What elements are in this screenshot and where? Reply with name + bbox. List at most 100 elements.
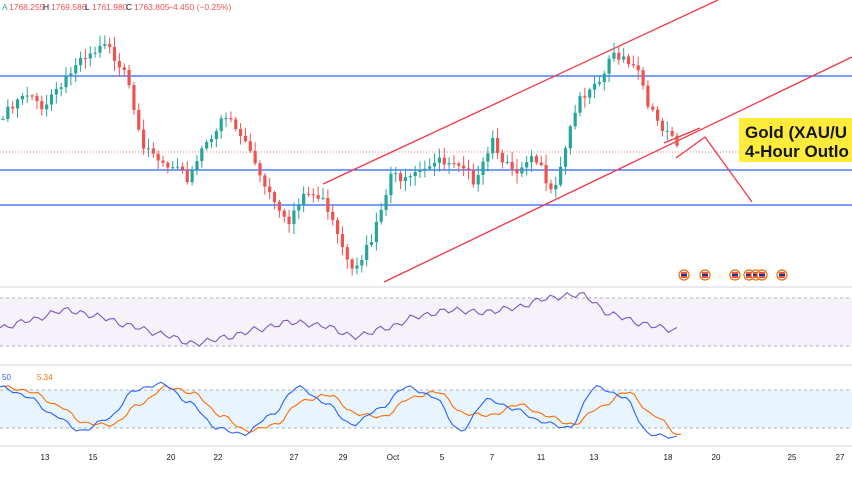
- candle-body[interactable]: [670, 130, 674, 136]
- candle-body[interactable]: [234, 119, 238, 130]
- candle-body[interactable]: [287, 216, 291, 225]
- candle-body[interactable]: [641, 70, 645, 86]
- candle-body[interactable]: [20, 95, 24, 100]
- candle-body[interactable]: [302, 193, 306, 206]
- candle-body[interactable]: [413, 171, 417, 177]
- candle-body[interactable]: [457, 163, 461, 166]
- candle-body[interactable]: [617, 52, 621, 60]
- candle-body[interactable]: [190, 169, 194, 183]
- candle-body[interactable]: [675, 135, 679, 146]
- candle-body[interactable]: [539, 162, 543, 166]
- candle-body[interactable]: [365, 244, 369, 261]
- candle-body[interactable]: [389, 173, 393, 196]
- candle-body[interactable]: [74, 65, 78, 74]
- candle-body[interactable]: [447, 163, 451, 165]
- candle-body[interactable]: [360, 260, 364, 266]
- candle-body[interactable]: [534, 156, 538, 163]
- candle-body[interactable]: [200, 148, 204, 162]
- candle-body[interactable]: [437, 157, 442, 163]
- candle-body[interactable]: [161, 160, 165, 163]
- candle-body[interactable]: [369, 242, 374, 245]
- candle-body[interactable]: [69, 73, 73, 76]
- candle-body[interactable]: [544, 165, 548, 184]
- candle-body[interactable]: [636, 65, 640, 71]
- candle-body[interactable]: [345, 247, 349, 260]
- candle-body[interactable]: [30, 95, 34, 97]
- candle-body[interactable]: [423, 168, 427, 170]
- candle-body[interactable]: [195, 161, 199, 170]
- candle-body[interactable]: [229, 118, 233, 120]
- candle-body[interactable]: [219, 118, 223, 132]
- candle-body[interactable]: [321, 197, 325, 199]
- candle-body[interactable]: [112, 47, 117, 61]
- candle-body[interactable]: [88, 53, 92, 59]
- candle-body[interactable]: [11, 106, 15, 109]
- candle-body[interactable]: [491, 138, 495, 154]
- stoch-k-line[interactable]: [0, 381, 678, 439]
- flag-event-icon[interactable]: [756, 269, 768, 281]
- candle-body[interactable]: [665, 130, 669, 132]
- candle-body[interactable]: [326, 197, 330, 212]
- candle-body[interactable]: [205, 142, 209, 149]
- candle-body[interactable]: [481, 161, 485, 176]
- candle-body[interactable]: [331, 211, 335, 221]
- candle-body[interactable]: [6, 106, 10, 119]
- candle-body[interactable]: [626, 56, 631, 65]
- candle-body[interactable]: [568, 126, 572, 149]
- candle-body[interactable]: [500, 152, 505, 163]
- candle-body[interactable]: [108, 44, 112, 48]
- candle-body[interactable]: [40, 101, 44, 110]
- candle-body[interactable]: [137, 109, 141, 130]
- candle-body[interactable]: [428, 166, 432, 169]
- candle-body[interactable]: [45, 104, 49, 110]
- candle-body[interactable]: [515, 169, 519, 174]
- candle-body[interactable]: [175, 166, 180, 168]
- candle-body[interactable]: [253, 150, 257, 164]
- flag-event-icon[interactable]: [776, 269, 788, 281]
- candle-body[interactable]: [651, 106, 655, 110]
- candle-body[interactable]: [355, 265, 359, 269]
- candle-body[interactable]: [476, 175, 480, 185]
- candle-body[interactable]: [292, 210, 296, 225]
- candle-body[interactable]: [35, 95, 39, 102]
- candle-body[interactable]: [592, 83, 597, 90]
- candle-body[interactable]: [612, 52, 616, 59]
- candle-body[interactable]: [25, 95, 29, 97]
- candle-body[interactable]: [54, 88, 58, 95]
- candle-body[interactable]: [442, 157, 446, 165]
- candle-body[interactable]: [132, 85, 136, 110]
- candle-body[interactable]: [209, 139, 214, 143]
- candle-body[interactable]: [263, 175, 267, 187]
- candle-body[interactable]: [306, 193, 311, 195]
- candle-body[interactable]: [350, 259, 354, 269]
- candle-body[interactable]: [408, 176, 412, 178]
- candle-body[interactable]: [505, 162, 509, 164]
- candle-body[interactable]: [374, 221, 378, 243]
- projected-path-line[interactable]: [675, 136, 753, 203]
- candle-body[interactable]: [607, 58, 611, 74]
- candle-body[interactable]: [379, 209, 383, 222]
- candle-body[interactable]: [520, 167, 524, 174]
- candle-body[interactable]: [646, 85, 650, 107]
- candle-body[interactable]: [466, 168, 471, 170]
- candle-body[interactable]: [403, 177, 408, 182]
- rsi-line[interactable]: [0, 291, 678, 347]
- candle-body[interactable]: [583, 96, 587, 98]
- candle-body[interactable]: [214, 131, 218, 140]
- candle-body[interactable]: [78, 58, 83, 66]
- candle-body[interactable]: [529, 156, 534, 163]
- candle-body[interactable]: [340, 234, 345, 248]
- time-axis[interactable]: 13 15 20 22 27 29 Oct 5 7 11 13 18 20 25 27: [41, 453, 845, 462]
- candle-body[interactable]: [49, 94, 54, 105]
- candle-body[interactable]: [238, 129, 243, 136]
- candle-body[interactable]: [83, 58, 88, 60]
- channel-lower-trendline[interactable]: [383, 56, 852, 283]
- candle-body[interactable]: [578, 96, 582, 113]
- candle-body[interactable]: [1, 118, 5, 120]
- candle-body[interactable]: [117, 60, 121, 68]
- candle-body[interactable]: [495, 138, 500, 153]
- candle-body[interactable]: [510, 162, 514, 170]
- candle-body[interactable]: [146, 148, 151, 150]
- candle-body[interactable]: [127, 69, 131, 86]
- candle-body[interactable]: [248, 141, 252, 151]
